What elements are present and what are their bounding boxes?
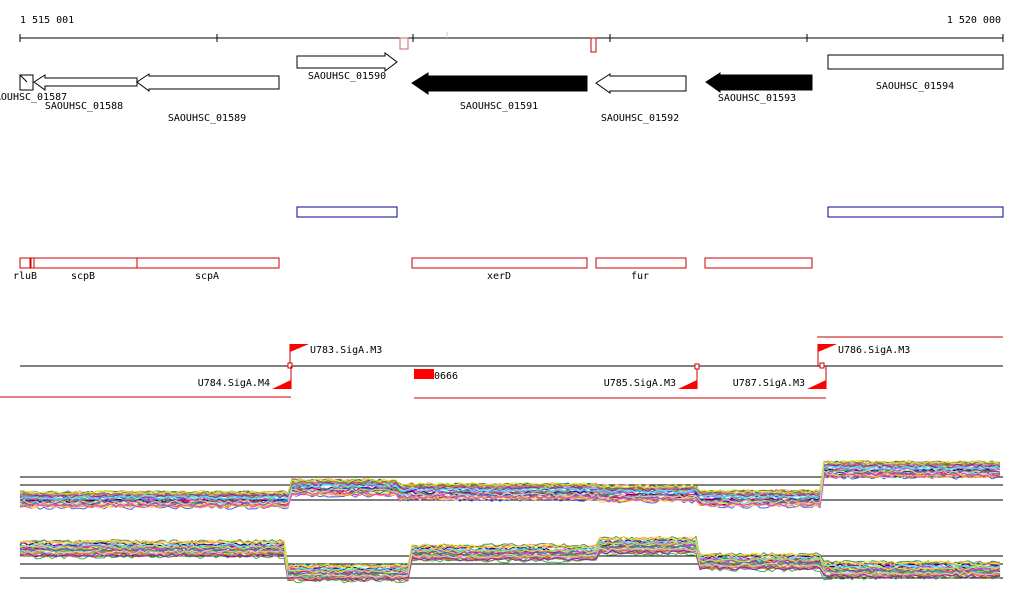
gene-name-box[interactable] [33,257,138,269]
feature-box[interactable] [296,206,398,218]
transcript-label-U785: U785.SigA.M3 [604,378,676,389]
coordinate-ruler: 1 515 001 1 520 000 [19,15,1004,53]
gene-SAOUHSC_01592[interactable]: SAOUHSC_01592 [595,73,687,124]
end-coordinate-label: 1 520 000 [947,15,1001,26]
gene-label-01591: SAOUHSC_01591 [460,101,538,112]
promoter-U784[interactable]: U784.SigA.M4 [198,366,292,389]
gene-label-01590: SAOUHSC_01590 [308,71,386,82]
expression-profile-line [19,460,1001,495]
gene-name-box[interactable] [595,257,687,269]
feature-0666[interactable]: 0666 [414,369,458,382]
gene-name-box[interactable] [136,257,280,269]
gene-label-01589: SAOUHSC_01589 [168,113,246,124]
gene-label-01593: SAOUHSC_01593 [718,93,796,104]
gene-name-box[interactable] [411,257,588,269]
transcript-label-U786: U786.SigA.M3 [838,345,910,356]
expression-profile-line [19,546,1001,579]
feature-label-0666: 0666 [434,371,458,382]
ruler-marker [590,37,597,53]
feature-box[interactable] [827,206,1004,218]
gene-name-scpB: scpB [71,271,95,282]
gene-SAOUHSC_01589[interactable]: SAOUHSC_01589 [136,73,280,124]
gene-SAOUHSC_01587[interactable]: SAOUHSC_01587 [0,74,67,103]
gene-SAOUHSC_01594[interactable]: SAOUHSC_01594 [827,54,1004,92]
gene-label-01587: SAOUHSC_01587 [0,92,67,103]
gene-label-01594: SAOUHSC_01594 [876,81,954,92]
transcript-track: U783.SigA.M3 U784.SigA.M4 0666 U785.SigA… [0,336,1003,399]
expression-profile-line [19,464,1001,500]
gene-label-01592: SAOUHSC_01592 [601,113,679,124]
expression-profile-line [19,465,1001,502]
expression-profile-line [19,463,1001,500]
ruler-marker [399,37,409,50]
expression-profile-line [19,469,1001,505]
expression-profile-line [19,541,1001,574]
transcript-label-U783: U783.SigA.M3 [310,345,382,356]
gene-name-xerD: xerD [487,271,511,282]
gene-name-track: rluB scpB scpA xerD fur [13,257,813,282]
transcript-label-U784: U784.SigA.M4 [198,378,270,389]
promoter-U783[interactable]: U783.SigA.M3 [287,344,382,369]
gene-name-fur: fur [631,271,649,282]
gene-name-box[interactable] [19,257,31,269]
expression-profile-line [19,467,1001,503]
gene-name-scpA: scpA [195,271,219,282]
gene-SAOUHSC_01591[interactable]: SAOUHSC_01591 [411,72,588,112]
promoter-U785[interactable]: U785.SigA.M3 [604,363,700,389]
gene-name-rluB: rluB [13,271,37,282]
expression-profile-line [19,549,1001,582]
gene-label-01588: SAOUHSC_01588 [45,101,123,112]
feature-box-track [296,206,1004,218]
gene-track: SAOUHSC_01587 SAOUHSC_01588 SAOUHSC_0158… [0,52,1004,124]
expression-profile-line [19,469,1001,505]
expression-profile-line [19,473,1001,509]
promoter-U786[interactable]: U786.SigA.M3 [817,344,910,369]
gene-name-box[interactable] [704,257,813,269]
expression-profile-line [19,536,1001,569]
gene-SAOUHSC_01593[interactable]: SAOUHSC_01593 [705,72,813,104]
promoter-U787[interactable]: U787.SigA.M3 [733,366,827,389]
transcript-label-U787: U787.SigA.M3 [733,378,805,389]
gene-SAOUHSC_01590[interactable]: SAOUHSC_01590 [296,52,398,82]
start-coordinate-label: 1 515 001 [20,15,74,26]
expression-track-forward [19,459,1003,510]
expression-track-reverse [19,535,1003,584]
